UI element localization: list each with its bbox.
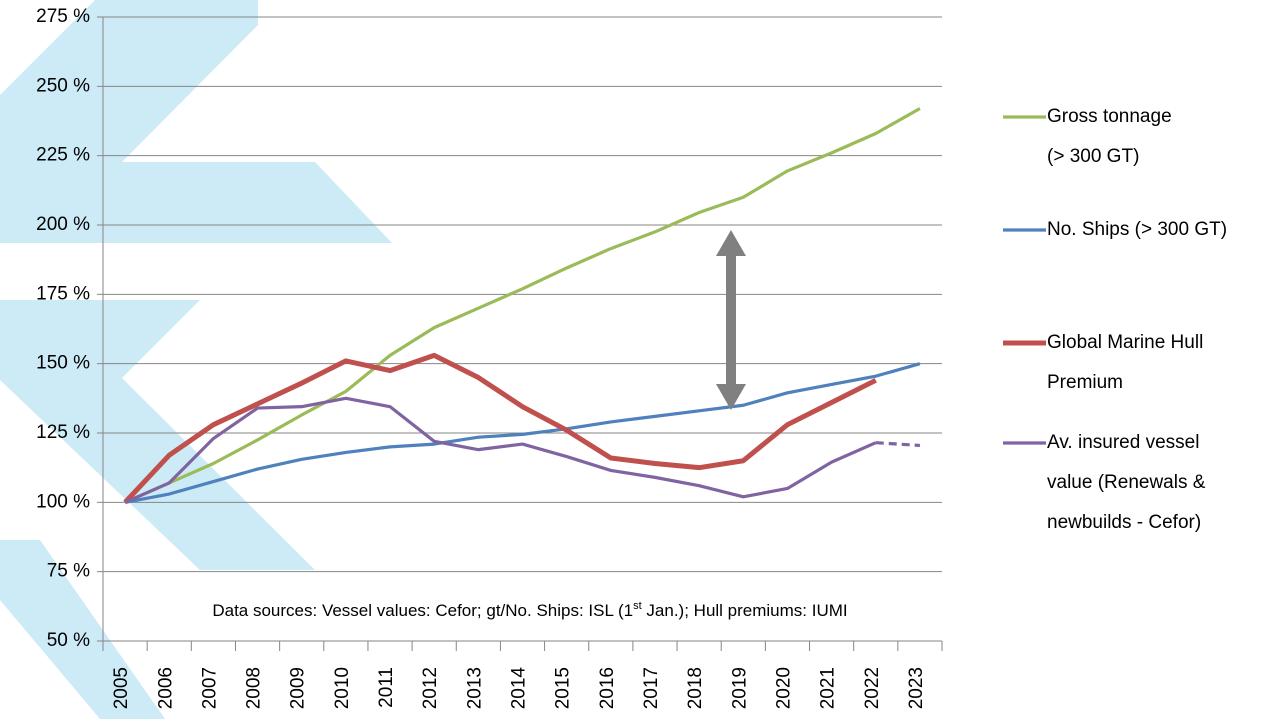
legend-label: No. Ships (> 300 GT)	[1047, 219, 1228, 240]
x-tick-label: 2010	[332, 667, 353, 709]
y-tick-label: 225 %	[36, 145, 90, 166]
y-tick-label: 275 %	[36, 6, 90, 27]
x-tick-label: 2019	[729, 667, 750, 709]
x-tick-label: 2020	[773, 667, 794, 709]
x-tick-label: 2015	[553, 667, 574, 709]
x-tick-label: 2023	[906, 667, 927, 709]
x-tick-label: 2014	[509, 667, 530, 710]
annotation-text: Data sources: Vessel values: Cefor; gt/N…	[212, 601, 633, 620]
chevron	[0, 540, 165, 719]
annotation: Data sources: Vessel values: Cefor; gt/N…	[212, 600, 847, 621]
legend-label: Av. insured vessel value (Renewals & new…	[1047, 432, 1206, 533]
annotation-superscript: st	[633, 600, 642, 612]
x-tick-label: 2005	[111, 667, 132, 709]
arrow-head	[716, 230, 746, 256]
x-tick-label: 2011	[376, 667, 397, 708]
series-line	[124, 362, 921, 504]
x-tick-label: 2009	[288, 667, 309, 709]
arrow-head	[716, 384, 746, 410]
series-line	[124, 107, 921, 504]
x-tick-label: 2017	[641, 667, 662, 709]
y-tick-label: 125 %	[36, 422, 90, 443]
y-tick-label: 200 %	[36, 214, 90, 235]
y-tick-label: 75 %	[47, 561, 90, 582]
x-tick-label: 2006	[155, 667, 176, 709]
legend-label: Global Marine Hull Premium	[1047, 332, 1204, 393]
lines	[123, 107, 921, 505]
x-tick-label: 2013	[464, 667, 485, 709]
x-tick-label: 2018	[685, 667, 706, 709]
grid	[97, 16, 943, 651]
annotation-text: Jan.); Hull premiums: IUMI	[642, 601, 848, 620]
series-line	[123, 352, 877, 505]
legend-label: Gross tonnage (> 300 GT)	[1047, 106, 1172, 167]
double-arrow	[716, 230, 746, 410]
y-tick-label: 100 %	[36, 491, 90, 512]
arrow-shaft	[726, 252, 736, 388]
y-tick-label: 50 %	[47, 630, 90, 651]
series-line-dashed	[875, 441, 921, 448]
x-tick-label: 2007	[199, 667, 220, 709]
chevron	[0, 0, 392, 243]
x-tick-label: 2012	[420, 667, 441, 709]
y-tick-label: 150 %	[36, 353, 90, 374]
x-tick-label: 2022	[862, 667, 883, 709]
y-tick-label: 250 %	[36, 75, 90, 96]
y-tick-label: 175 %	[36, 283, 90, 304]
x-tick-label: 2021	[818, 667, 839, 709]
series-line	[124, 396, 877, 504]
x-tick-label: 2008	[244, 667, 265, 709]
x-tick-label: 2016	[597, 667, 618, 709]
